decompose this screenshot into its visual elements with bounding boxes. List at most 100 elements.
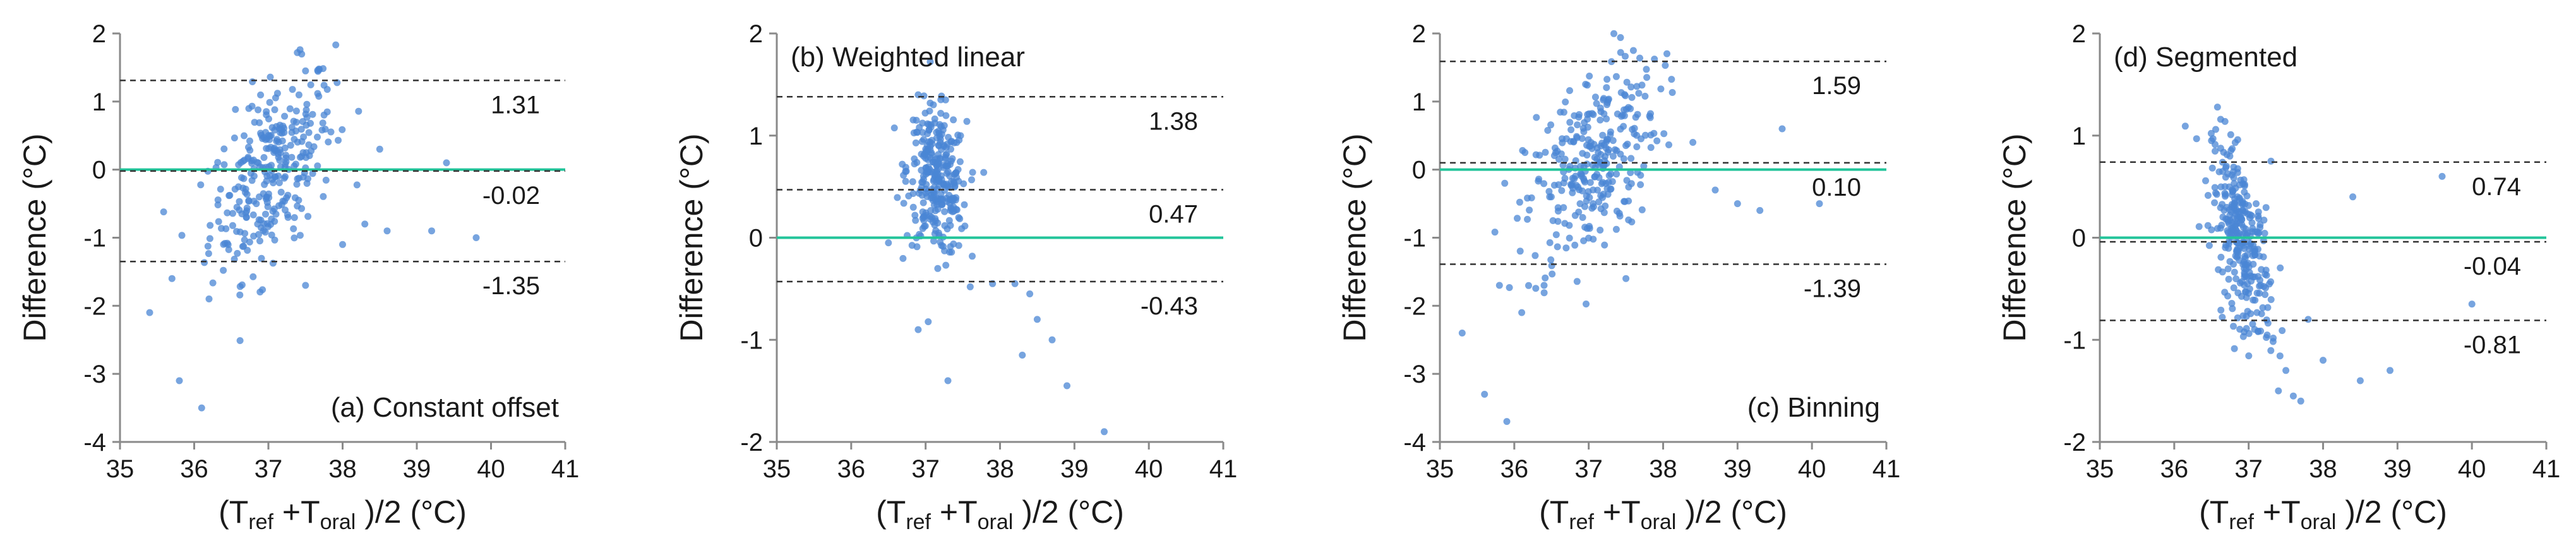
mean-label: 0.47 bbox=[1149, 200, 1198, 228]
data-point bbox=[278, 201, 285, 208]
data-point bbox=[2217, 253, 2225, 261]
data-point bbox=[289, 86, 296, 93]
data-point bbox=[1627, 169, 1634, 176]
data-point bbox=[1633, 131, 1641, 139]
data-point bbox=[2223, 151, 2231, 158]
data-point bbox=[1643, 66, 1650, 73]
data-point bbox=[1514, 215, 1521, 222]
data-point bbox=[1627, 155, 1635, 162]
y-tick-label: -2 bbox=[83, 292, 106, 320]
data-point bbox=[2242, 225, 2250, 233]
data-point bbox=[2264, 304, 2272, 311]
data-point bbox=[1581, 203, 1588, 210]
data-point bbox=[258, 254, 265, 262]
data-point bbox=[2236, 208, 2243, 215]
data-point bbox=[955, 214, 962, 222]
x-tick-label: 37 bbox=[911, 455, 940, 483]
y-tick-label: 1 bbox=[1412, 88, 1426, 116]
data-point bbox=[248, 177, 256, 184]
data-point bbox=[2236, 219, 2243, 227]
data-point bbox=[2255, 273, 2262, 280]
data-point bbox=[1609, 137, 1617, 145]
data-point bbox=[1622, 52, 1629, 60]
x-tick-label: 40 bbox=[1798, 455, 1826, 483]
data-point bbox=[1600, 191, 1607, 198]
data-point bbox=[1602, 202, 1609, 210]
data-point bbox=[304, 175, 311, 182]
data-point bbox=[1607, 128, 1614, 136]
y-tick-label: -1 bbox=[83, 225, 106, 253]
data-point bbox=[2204, 192, 2212, 199]
data-point bbox=[1668, 89, 1676, 96]
data-point bbox=[1617, 49, 1624, 56]
data-point bbox=[243, 207, 251, 215]
data-point bbox=[1604, 148, 1612, 156]
y-tick-label: 2 bbox=[92, 20, 106, 48]
data-point bbox=[1591, 93, 1599, 101]
y-axis-title: Difference (°C) bbox=[674, 133, 709, 342]
data-point bbox=[1558, 187, 1566, 194]
data-point bbox=[2260, 217, 2268, 224]
data-point bbox=[925, 126, 933, 134]
data-point bbox=[1586, 179, 1594, 186]
data-point bbox=[292, 107, 300, 115]
data-point bbox=[1566, 119, 1574, 126]
data-point bbox=[2245, 263, 2253, 271]
data-point bbox=[1540, 180, 1548, 188]
data-point bbox=[1595, 174, 1603, 181]
data-point bbox=[2253, 200, 2260, 208]
data-point bbox=[293, 181, 301, 188]
data-point bbox=[2226, 258, 2234, 265]
data-point bbox=[890, 124, 898, 132]
data-point bbox=[1571, 112, 1578, 119]
data-point bbox=[1033, 316, 1041, 323]
data-point bbox=[942, 112, 950, 119]
data-point bbox=[1048, 336, 1056, 343]
data-point bbox=[376, 145, 383, 153]
data-point bbox=[275, 150, 282, 158]
data-point bbox=[934, 170, 942, 178]
data-point bbox=[1620, 106, 1627, 114]
data-point bbox=[2253, 309, 2261, 316]
data-point bbox=[288, 129, 296, 136]
data-point bbox=[275, 179, 283, 186]
data-point bbox=[925, 145, 932, 153]
data-point bbox=[956, 158, 964, 165]
data-point bbox=[305, 129, 313, 136]
data-point bbox=[2208, 137, 2215, 145]
data-point bbox=[307, 81, 315, 88]
data-point bbox=[1603, 115, 1610, 122]
y-tick-label: -1 bbox=[740, 326, 763, 354]
data-point bbox=[2222, 162, 2230, 170]
lower_loa-label: -0.43 bbox=[1141, 292, 1198, 320]
data-point bbox=[1591, 153, 1598, 161]
data-point bbox=[220, 145, 228, 153]
data-point bbox=[298, 205, 305, 212]
data-point bbox=[2229, 186, 2236, 194]
data-point bbox=[1578, 172, 1585, 180]
data-point bbox=[2239, 230, 2246, 238]
data-point bbox=[1620, 112, 1628, 119]
data-point bbox=[1540, 282, 1548, 289]
data-point bbox=[966, 283, 974, 290]
data-point bbox=[298, 51, 306, 58]
data-point bbox=[1573, 278, 1581, 285]
data-point bbox=[1663, 50, 1670, 57]
data-point bbox=[926, 58, 934, 66]
data-point bbox=[1625, 183, 1632, 191]
data-point bbox=[2242, 273, 2250, 280]
data-point bbox=[934, 265, 942, 272]
x-axis-title: (Tref +Toral )/2 (°C) bbox=[2199, 494, 2447, 534]
data-point bbox=[310, 143, 318, 150]
data-point bbox=[2219, 268, 2226, 276]
y-tick-label: 0 bbox=[1412, 157, 1426, 184]
data-point bbox=[1550, 181, 1558, 189]
data-point bbox=[1585, 188, 1592, 195]
data-point bbox=[314, 133, 321, 141]
data-point bbox=[2217, 183, 2225, 191]
data-point bbox=[909, 203, 917, 211]
data-point bbox=[263, 111, 270, 119]
data-point bbox=[2349, 193, 2357, 201]
data-point bbox=[944, 377, 952, 384]
